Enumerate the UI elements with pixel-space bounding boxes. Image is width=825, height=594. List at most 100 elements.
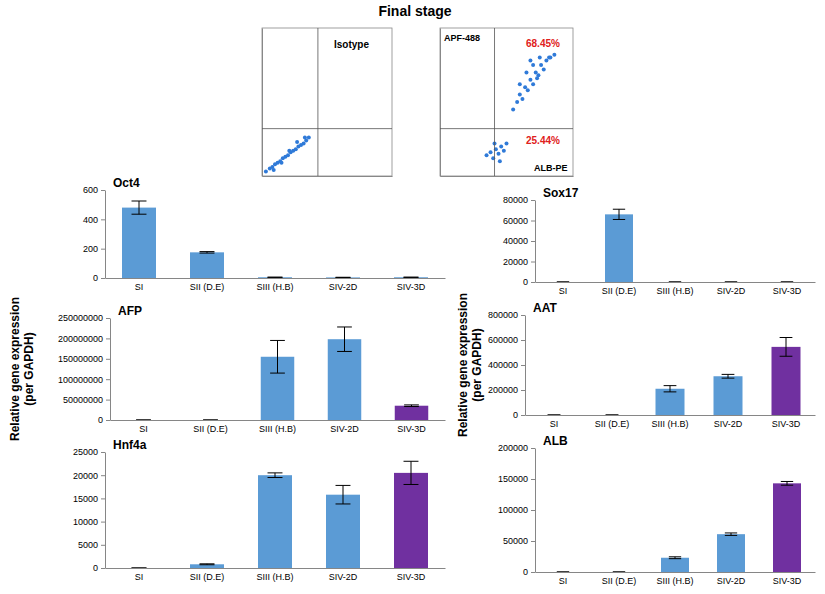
bar (598, 415, 627, 416)
error-cap (781, 282, 793, 283)
y-tick-label: 100000000 (58, 375, 103, 385)
error-bar (344, 327, 345, 351)
y-tick-label: 400000 (488, 360, 518, 370)
y-tick-mark (101, 475, 105, 476)
bar (549, 572, 577, 573)
point (524, 70, 528, 74)
point (499, 144, 503, 148)
x-tick: SI (559, 576, 568, 586)
x-tick-label: SIII (H.B) (656, 286, 693, 296)
x-tick: SIV-3D (397, 282, 426, 292)
y-tick: 600000 (488, 335, 525, 345)
point (518, 82, 522, 86)
point (295, 140, 299, 144)
y-tick-mark (531, 572, 535, 573)
y-tick-mark (106, 318, 110, 319)
error-cap (722, 378, 735, 379)
x-axis (441, 176, 574, 177)
point (497, 152, 501, 156)
y-tick: 800000 (488, 310, 525, 320)
x-tick-label: SIV-2D (329, 282, 358, 292)
bar (549, 282, 577, 283)
x-axis: SISII (D.E)SIII (H.B)SIV-2DSIV-3D (536, 283, 816, 297)
point (502, 149, 506, 153)
error-cap (780, 356, 793, 357)
y-axis-line (110, 319, 111, 421)
chart-title: Hnf4a (113, 438, 147, 452)
error-cap (337, 351, 352, 352)
x-tick-label: SIV-2D (717, 286, 746, 296)
y-tick-mark (101, 190, 105, 191)
y-tick-mark (106, 400, 110, 401)
x-tick: SIV-2D (330, 424, 359, 434)
error-cap (404, 406, 419, 407)
y-tick: 10000 (73, 517, 105, 527)
y-tick: 400 (83, 215, 105, 225)
y-tick: 100000000 (58, 375, 110, 385)
y-axis: 0200400600 (83, 185, 106, 283)
y-tick-mark (106, 420, 110, 421)
x-tick: SIII (H.B) (651, 419, 688, 429)
bar-panel: 0500000001000000001500000002000000002500… (58, 304, 446, 434)
x-axis: SISII (D.E)SIII (H.B)SIV-2DSIV-3D (106, 279, 446, 293)
point (280, 161, 284, 165)
y-tick-label: 15000 (73, 494, 98, 504)
error-cap (606, 415, 619, 416)
point (542, 67, 546, 71)
x-axis-line (111, 420, 446, 421)
x-tick-label: SII (D.E) (193, 424, 228, 434)
x-tick-label: SII (D.E) (190, 282, 225, 292)
bar (395, 406, 429, 420)
error-cap (336, 503, 351, 504)
bar (656, 389, 685, 415)
error-cap (548, 415, 561, 416)
error-cap (613, 572, 625, 573)
y-axis-title: (per GAPDH) (22, 332, 36, 405)
y-axis-line (105, 453, 106, 569)
point (264, 170, 268, 174)
scatter-panel: Isotype (262, 28, 393, 177)
point (485, 153, 489, 157)
y-tick-label: 50000 (503, 536, 528, 546)
y-tick: 60000 (503, 216, 535, 226)
y-tick-mark (521, 340, 525, 341)
error-cap (780, 337, 793, 338)
y-axis-line (535, 201, 536, 283)
y-axis: 0500010000150002000025000 (73, 447, 106, 573)
x-tick-label: SIV-2D (717, 576, 746, 586)
chart-title: AAT (533, 301, 557, 315)
x-tick-label: SIV-2D (714, 419, 743, 429)
y-tick-mark (101, 249, 105, 250)
y-axis-line (535, 449, 536, 573)
error-cap (270, 340, 285, 341)
y-tick-mark (101, 545, 105, 546)
y-tick: 200 (83, 244, 105, 254)
x-tick: SIII (H.B) (256, 572, 293, 582)
error-cap (336, 277, 351, 278)
x-tick: SI (139, 424, 148, 434)
y-tick-mark (531, 241, 535, 242)
error-cap (268, 472, 283, 473)
bar (661, 558, 689, 572)
x-tick-label: SIII (H.B) (656, 576, 693, 586)
error-cap (270, 373, 285, 374)
error-cap (606, 415, 619, 416)
x-tick: SIV-2D (714, 419, 743, 429)
y-tick: 400000 (488, 360, 525, 370)
error-cap (268, 477, 283, 478)
y-tick: 100000 (498, 505, 535, 515)
y-tick-label: 200000 (488, 385, 518, 395)
y-tick-mark (101, 278, 105, 279)
error-cap (557, 572, 569, 573)
error-cap (200, 253, 215, 254)
y-axis-line (440, 29, 441, 177)
error-cap (336, 277, 351, 278)
x-axis-line (536, 282, 816, 283)
y-tick-label: 10000 (73, 517, 98, 527)
x-tick: SI (550, 419, 559, 429)
y-axis: 020000400006000080000 (503, 195, 536, 287)
x-tick: SII (D.E) (190, 282, 225, 292)
error-cap (336, 485, 351, 486)
x-tick-label: SII (D.E) (602, 576, 637, 586)
bar (258, 277, 292, 278)
